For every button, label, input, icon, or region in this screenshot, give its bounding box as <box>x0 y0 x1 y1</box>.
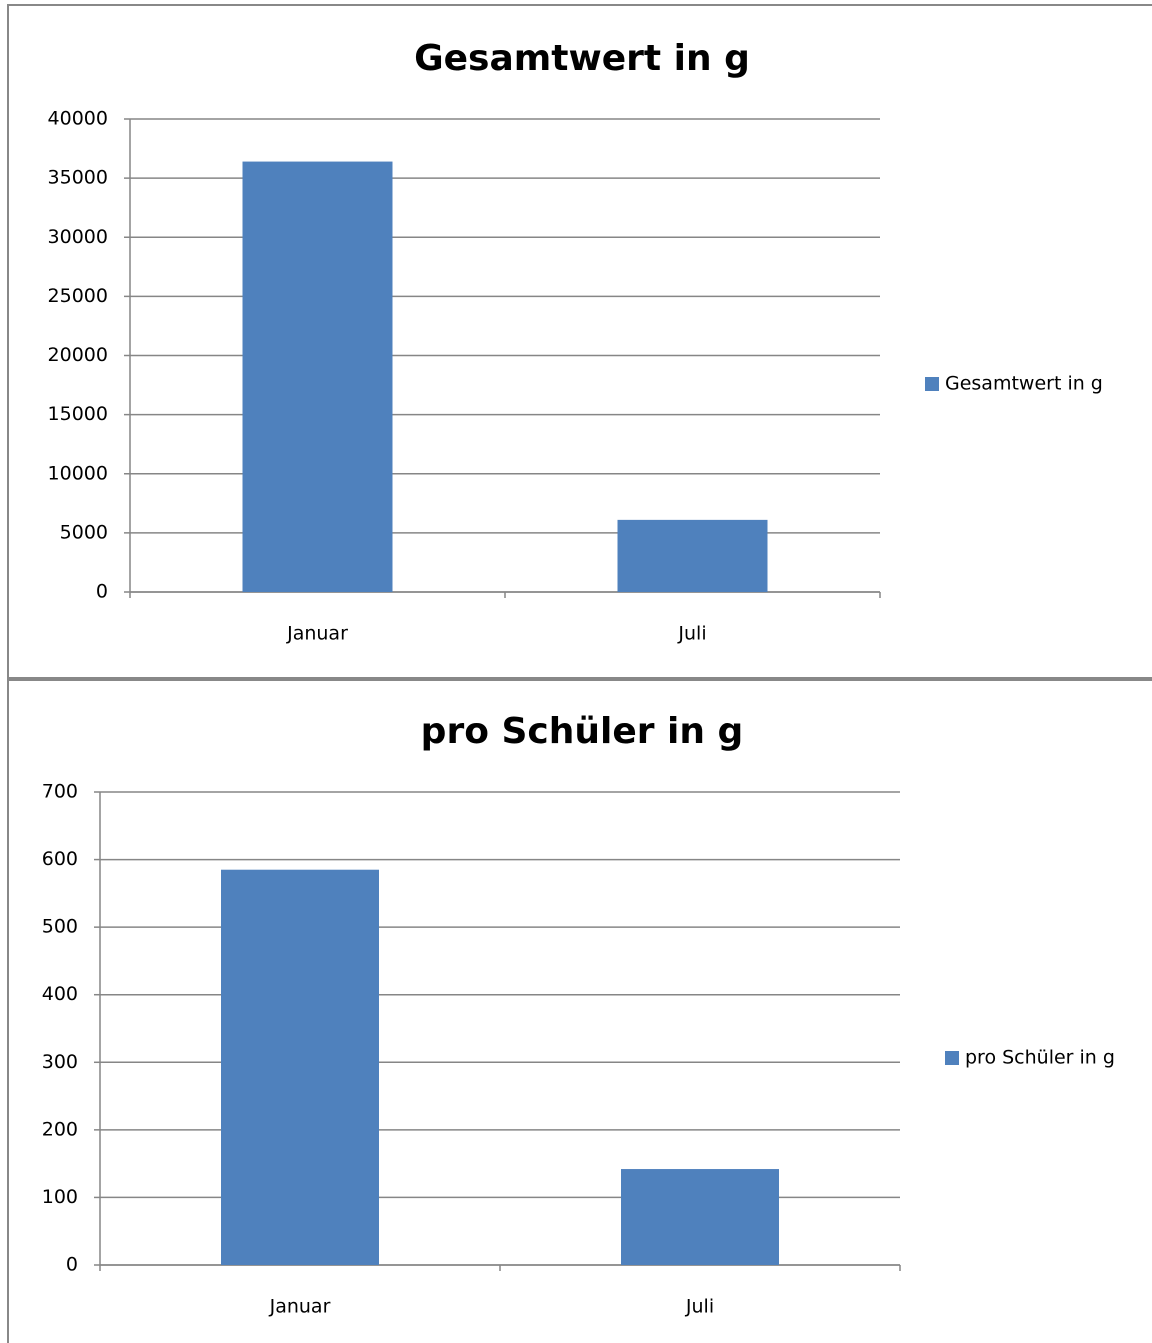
y-tick-label: 0 <box>96 581 108 603</box>
chart-title: Gesamtwert in g <box>414 38 750 79</box>
bar <box>617 519 768 592</box>
y-tick-label: 35000 <box>48 167 108 189</box>
chart-title: pro Schüler in g <box>421 711 744 752</box>
x-tick-label: Januar <box>269 1296 331 1318</box>
bar <box>621 1169 779 1265</box>
legend-label: pro Schüler in g <box>965 1047 1115 1069</box>
y-tick-label: 300 <box>42 1051 78 1073</box>
bar <box>242 161 393 592</box>
y-tick-label: 700 <box>42 781 78 803</box>
legend-label: Gesamtwert in g <box>945 373 1103 395</box>
x-tick-label: Januar <box>286 623 348 645</box>
y-tick-label: 30000 <box>48 226 108 248</box>
y-tick-label: 100 <box>42 1186 78 1208</box>
y-tick-label: 200 <box>42 1118 78 1140</box>
chart-frame <box>7 4 1152 679</box>
y-tick-label: 25000 <box>48 285 108 307</box>
y-tick-label: 0 <box>66 1254 78 1276</box>
y-tick-label: 40000 <box>48 108 108 130</box>
x-tick-label: Juli <box>677 623 706 645</box>
y-tick-label: 600 <box>42 848 78 870</box>
bar <box>221 869 379 1265</box>
y-tick-label: 5000 <box>60 521 108 543</box>
y-tick-label: 400 <box>42 983 78 1005</box>
chart-frame <box>7 679 1152 1343</box>
legend-swatch <box>925 377 939 391</box>
y-tick-label: 10000 <box>48 462 108 484</box>
legend-swatch <box>945 1051 959 1065</box>
y-tick-label: 500 <box>42 916 78 938</box>
y-tick-label: 20000 <box>48 344 108 366</box>
y-tick-label: 15000 <box>48 403 108 425</box>
x-tick-label: Juli <box>685 1296 714 1318</box>
